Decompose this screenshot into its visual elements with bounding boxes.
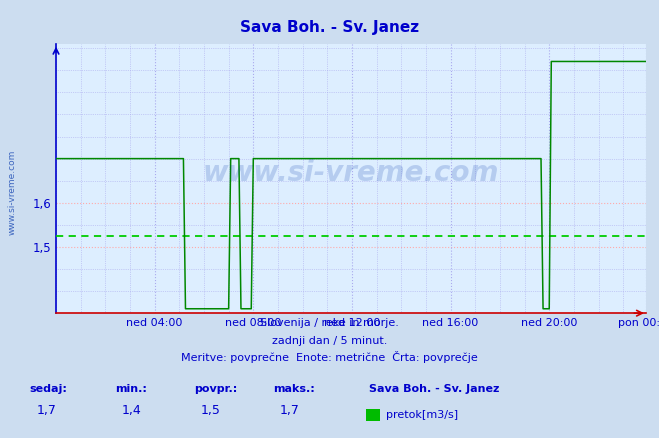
Text: Slovenija / reke in morje.: Slovenija / reke in morje. [260,318,399,328]
Text: zadnji dan / 5 minut.: zadnji dan / 5 minut. [272,336,387,346]
Text: 1,7: 1,7 [36,404,56,417]
Text: 1,7: 1,7 [280,404,300,417]
Text: Sava Boh. - Sv. Janez: Sava Boh. - Sv. Janez [369,384,500,394]
Text: 1,5: 1,5 [201,404,221,417]
Text: povpr.:: povpr.: [194,384,238,394]
Text: 1,4: 1,4 [122,404,142,417]
Text: min.:: min.: [115,384,147,394]
Text: maks.:: maks.: [273,384,315,394]
Text: pretok[m3/s]: pretok[m3/s] [386,410,457,420]
Text: www.si-vreme.com: www.si-vreme.com [8,150,17,235]
Text: Sava Boh. - Sv. Janez: Sava Boh. - Sv. Janez [240,20,419,35]
Text: Meritve: povprečne  Enote: metrične  Črta: povprečje: Meritve: povprečne Enote: metrične Črta:… [181,351,478,364]
Text: www.si-vreme.com: www.si-vreme.com [203,159,499,187]
Text: sedaj:: sedaj: [30,384,67,394]
